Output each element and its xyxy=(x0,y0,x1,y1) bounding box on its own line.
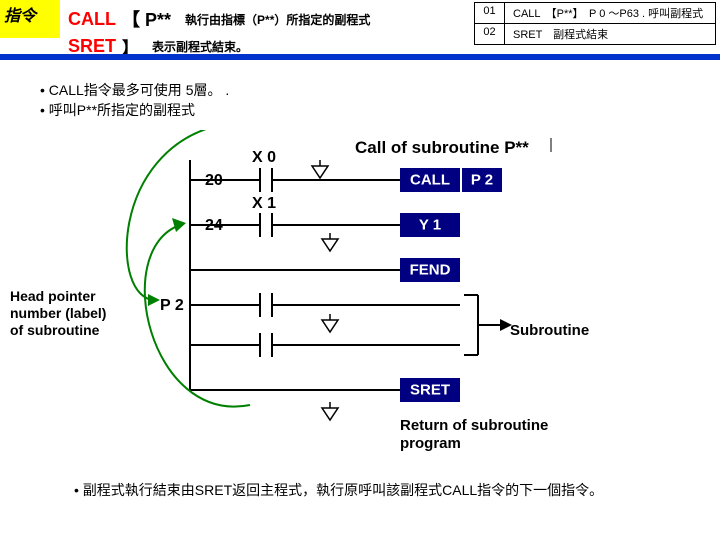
return-annotation: Return of subroutine program xyxy=(400,417,553,452)
footer-note: • 副程式執行結束由SRET返回主程式，執行原呼叫該副程式CALL指令的下一個指… xyxy=(74,480,700,500)
p-syntax: 【 P** xyxy=(122,6,171,32)
p2-label: P 2 xyxy=(160,297,184,314)
subroutine-annotation: Subroutine xyxy=(510,322,589,339)
coil-fend: FEND xyxy=(410,262,451,279)
divider xyxy=(0,54,720,60)
opcode-number: 02 xyxy=(475,24,505,44)
step-num: 24 xyxy=(205,217,223,234)
call-annotation: Call of subroutine P** xyxy=(355,138,529,157)
call-description: 執行由指標（P**）所指定的副程式 xyxy=(185,11,370,28)
opcode-row: 02 SRET 副程式結束 xyxy=(475,24,715,44)
arrow-down-icon xyxy=(322,233,338,251)
arrow-down-icon xyxy=(322,314,338,332)
opcode-row: 01 CALL 【P**】 P 0 ～P63 . 呼叫副程式 xyxy=(475,3,715,24)
note-item: • CALL指令最多可使用 5層。 . xyxy=(40,80,229,100)
coil-y1: Y 1 xyxy=(419,217,441,234)
header-row: 指令 CALL 【 P** 執行由指標（P**）所指定的副程式 SRET 】 表… xyxy=(0,0,720,54)
arrow-down-icon xyxy=(322,402,338,420)
call-keyword: CALL xyxy=(68,9,116,30)
coil-p2: P 2 xyxy=(471,172,493,189)
opcode-text: CALL 【P**】 P 0 ～P63 . 呼叫副程式 xyxy=(505,3,715,23)
notes-list: • CALL指令最多可使用 5層。 . • 呼叫P**所指定的副程式 xyxy=(40,80,229,120)
contact-label: X 1 xyxy=(252,195,276,212)
step-num: 20 xyxy=(205,172,223,189)
call-line: CALL 【 P** 執行由指標（P**）所指定的副程式 xyxy=(68,6,370,32)
command-label: 指令 xyxy=(0,0,60,38)
ladder-diagram: CALL P 2 Y 1 FEND SRET 20 24 X 0 X 1 Ca xyxy=(0,130,720,450)
contact-label: X 0 xyxy=(252,149,276,166)
sret-description: 表示副程式結束。 xyxy=(152,38,248,55)
opcode-table: 01 CALL 【P**】 P 0 ～P63 . 呼叫副程式 02 SRET 副… xyxy=(474,2,716,45)
coil-sret: SRET xyxy=(410,382,450,399)
note-item: • 呼叫P**所指定的副程式 xyxy=(40,100,229,120)
opcode-text: SRET 副程式結束 xyxy=(505,24,715,44)
head-pointer-label: Head pointer number (label) of subroutin… xyxy=(10,288,145,338)
arrow-down-icon xyxy=(312,160,328,178)
coil-call: CALL xyxy=(410,172,450,189)
opcode-number: 01 xyxy=(475,3,505,23)
syntax-block: CALL 【 P** 執行由指標（P**）所指定的副程式 SRET 】 表示副程… xyxy=(68,6,370,58)
